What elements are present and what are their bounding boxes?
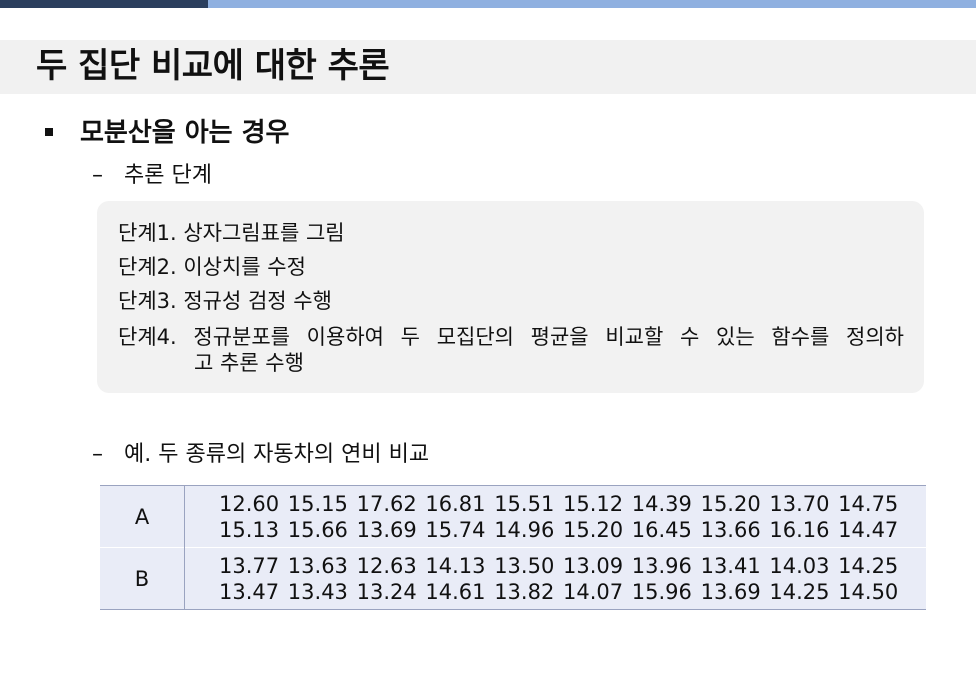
table-cell: 14.61: [425, 579, 486, 604]
table-cell: 13.96: [631, 553, 692, 578]
row-label: A: [100, 485, 185, 548]
table-cell: 13.50: [494, 553, 555, 578]
row-values: 13.77 13.63 12.63 14.13 13.50 13.09 13.9…: [184, 547, 926, 610]
step-4-line-1: 단계4. 정규분포를 이용하여 두 모집단의 평균을 비교할 수 있는 함수를 …: [118, 325, 904, 349]
top-accent-bar-light: [208, 0, 976, 8]
subheading-example: 예. 두 종류의 자동차의 연비 비교: [124, 442, 430, 467]
table-cell: 15.13: [219, 517, 280, 542]
table-row: A 12.60 15.15 17.62 16.81 15.51 15.12 14…: [100, 485, 927, 548]
table-cell: 15.20: [562, 517, 624, 542]
title-band: [0, 40, 976, 94]
table-cell: 14.13: [425, 553, 486, 578]
table-cell: 13.70: [769, 491, 830, 516]
table-cell: 15.96: [631, 579, 692, 604]
table-cell: 16.81: [425, 491, 486, 516]
table-cell: 14.47: [838, 517, 899, 542]
table-cell: 14.96: [494, 517, 555, 542]
bullet-heading: 모분산을 아는 경우: [80, 118, 290, 148]
value-line: 13.77 13.63 12.63 14.13 13.50 13.09 13.9…: [219, 553, 926, 579]
step-2: 단계2. 이상치를 수정: [118, 255, 306, 279]
table-cell: 13.24: [356, 579, 417, 604]
top-accent-bar-dark: [0, 0, 208, 8]
table-cell: 13.09: [562, 553, 624, 578]
table-cell: 16.45: [631, 517, 692, 542]
table-cell: 15.74: [425, 517, 486, 542]
table-cell: 15.12: [562, 491, 624, 516]
table-cell: 13.77: [219, 553, 280, 578]
value-line: 15.13 15.66 13.69 15.74 14.96 15.20 16.4…: [219, 517, 926, 543]
dash-bullet: –: [92, 163, 103, 188]
table-cell: 15.51: [494, 491, 555, 516]
step-4: 단계4. 정규분포를 이용하여 두 모집단의 평균을 비교할 수 있는 함수를 …: [118, 324, 904, 376]
table-cell: 13.47: [219, 579, 280, 604]
table-cell: 14.25: [838, 553, 899, 578]
table-cell: 15.15: [287, 491, 348, 516]
table-cell: 14.03: [769, 553, 830, 578]
step-1: 단계1. 상자그림표를 그림: [118, 221, 345, 245]
table-cell: 16.16: [769, 517, 830, 542]
row-label: B: [100, 547, 185, 610]
slide-title: 두 집단 비교에 대한 추론: [36, 46, 390, 86]
table-cell: 12.63: [356, 553, 417, 578]
table-cell: 14.25: [769, 579, 830, 604]
table-cell: 12.60: [219, 491, 280, 516]
table-cell: 13.82: [494, 579, 555, 604]
row-values: 12.60 15.15 17.62 16.81 15.51 15.12 14.3…: [185, 486, 927, 548]
mileage-table: A 12.60 15.15 17.62 16.81 15.51 15.12 14…: [100, 485, 926, 610]
table-cell: 15.20: [700, 491, 761, 516]
step-4-line-2: 고 추론 수행: [194, 351, 304, 375]
table-cell: 13.69: [356, 517, 417, 542]
steps-box: [97, 201, 924, 393]
table-cell: 13.41: [700, 553, 761, 578]
value-line: 12.60 15.15 17.62 16.81 15.51 15.12 14.3…: [219, 491, 926, 517]
table-row: B 13.77 13.63 12.63 14.13 13.50 13.09 13…: [100, 547, 926, 610]
table-cell: 13.66: [700, 517, 761, 542]
table-cell: 14.07: [562, 579, 624, 604]
top-accent-bar: [0, 0, 976, 8]
table-cell: 13.43: [287, 579, 348, 604]
value-line: 13.47 13.43 13.24 14.61 13.82 14.07 15.9…: [219, 579, 926, 605]
step-3: 단계3. 정규성 검정 수행: [118, 289, 332, 313]
table-cell: 15.66: [287, 517, 348, 542]
table-cell: 17.62: [356, 491, 417, 516]
square-bullet-icon: [45, 128, 53, 136]
table-cell: 13.63: [287, 553, 348, 578]
dash-bullet: –: [92, 442, 103, 467]
table-cell: 14.75: [838, 491, 899, 516]
table-cell: 14.39: [631, 491, 692, 516]
table-cell: 13.69: [700, 579, 761, 604]
subheading-steps: 추론 단계: [124, 163, 212, 188]
table-cell: 14.50: [838, 579, 899, 604]
